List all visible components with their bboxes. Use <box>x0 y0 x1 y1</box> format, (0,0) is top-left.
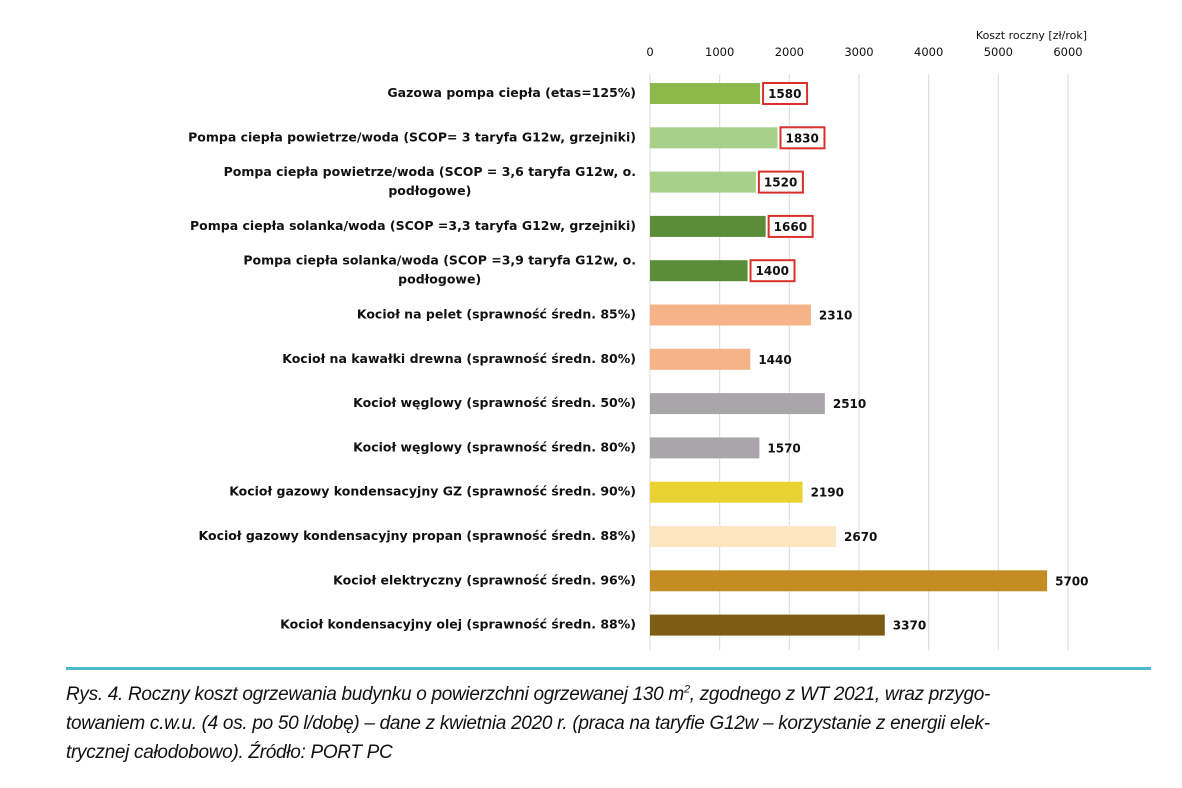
bar <box>650 481 803 503</box>
caption-line-1a: Rys. 4. Roczny koszt ogrzewania budynku … <box>66 684 684 705</box>
x-tick-label: 3000 <box>844 45 873 59</box>
value-highlight-box <box>779 126 826 150</box>
data-label: 1440 <box>758 353 791 367</box>
bar <box>650 393 825 415</box>
caption-line-2: towaniem c.w.u. (4 os. po 50 l/dobę) – d… <box>66 713 990 734</box>
category-label: Kocioł węglowy (sprawność średn. 50%) <box>353 395 636 410</box>
bar <box>650 526 837 547</box>
value-highlight-box <box>749 259 796 283</box>
bar <box>650 614 885 636</box>
category-label: Kocioł elektryczny (sprawność średn. 96%… <box>333 572 636 587</box>
category-label: Gazowa pompa ciepła (etas=125%) <box>387 85 636 100</box>
data-label: 1520 <box>764 176 797 190</box>
category-label: Kocioł węglowy (sprawność średn. 80%) <box>353 439 636 454</box>
data-label: 5700 <box>1055 574 1088 588</box>
category-label: Kocioł na kawałki drewna (sprawność śred… <box>282 351 636 366</box>
x-axis-title: Koszt roczny [zł/rok] <box>976 29 1087 42</box>
data-label: 2310 <box>819 309 852 323</box>
category-label: Pompa ciepła powietrze/woda (SCOP = 3,6 … <box>224 164 636 179</box>
x-tick-label: 4000 <box>914 45 943 59</box>
x-tick-label: 0 <box>646 45 653 59</box>
caption-line-3: trycznej całodobowo). Źródło: PORT PC <box>66 742 393 763</box>
data-label: 1400 <box>756 264 789 278</box>
value-highlight-box <box>762 82 809 105</box>
x-tick-label: 2000 <box>775 45 804 59</box>
bar <box>650 83 761 104</box>
category-label: Kocioł na pelet (sprawność średn. 85%) <box>357 307 636 322</box>
caption-line-1b: , zgodnego z WT 2021, wraz przygo- <box>689 684 991 705</box>
data-label: 2510 <box>833 397 866 411</box>
bar <box>650 304 811 326</box>
x-tick-label: 1000 <box>705 45 734 59</box>
data-label: 1570 <box>767 441 800 455</box>
caption-superscript: 2 <box>683 683 690 696</box>
x-tick-label: 6000 <box>1053 45 1082 59</box>
figure-caption: Rys. 4. Roczny koszt ogrzewania budynku … <box>66 680 1156 767</box>
category-label: Pompa ciepła solanka/woda (SCOP =3,3 tar… <box>190 218 636 233</box>
bar <box>650 215 766 237</box>
caption-divider <box>66 667 1151 670</box>
bar-chart: Koszt roczny [zł/rok] 0 1000 2000 3000 4000 5… <box>188 29 1089 650</box>
data-label: 1580 <box>768 87 801 101</box>
data-label: 1660 <box>774 220 807 234</box>
category-label: Kocioł gazowy kondensacyjny GZ (sprawnoś… <box>229 484 636 499</box>
bar <box>650 437 760 459</box>
data-label: 2670 <box>844 530 877 544</box>
x-tick-label: 5000 <box>984 45 1013 59</box>
category-label: Pompa ciepła solanka/woda (SCOP =3,9 tar… <box>243 253 636 268</box>
category-label: podłogowe) <box>398 272 481 287</box>
bar <box>650 570 1048 592</box>
category-label: Pompa ciepła powietrze/woda (SCOP= 3 tar… <box>188 129 636 144</box>
value-highlight-box <box>767 214 814 238</box>
bar <box>650 348 751 370</box>
bar <box>650 171 756 193</box>
category-label: podłogowe) <box>388 183 471 198</box>
bar <box>650 127 778 149</box>
value-highlight-box <box>757 170 804 194</box>
data-label: 1830 <box>785 131 818 145</box>
data-label: 3370 <box>893 619 926 633</box>
data-label: 2190 <box>811 486 844 500</box>
category-label: Kocioł kondensacyjny olej (sprawność śre… <box>280 617 636 632</box>
bar <box>650 260 748 282</box>
category-label: Kocioł gazowy kondensacyjny propan (spra… <box>199 528 636 543</box>
